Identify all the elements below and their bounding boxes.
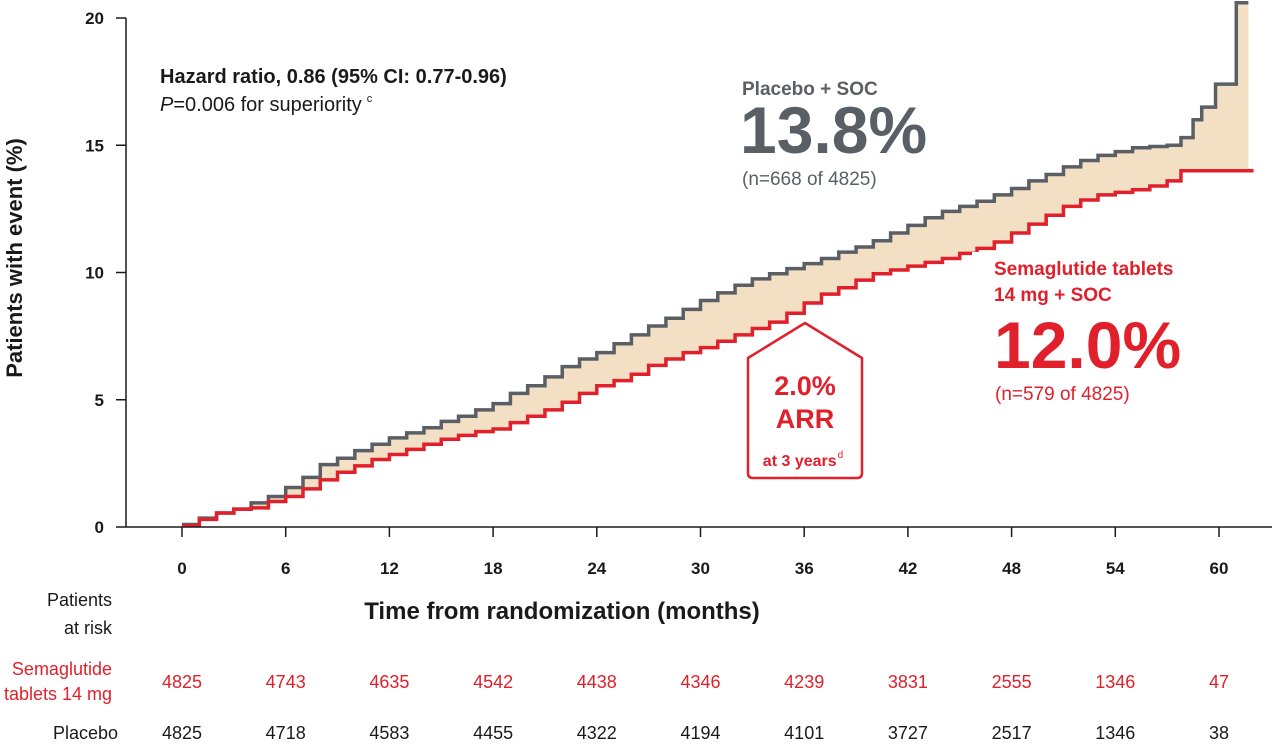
risk-table-placebo-label: Placebo <box>53 723 118 743</box>
risk-sema-value: 3831 <box>888 672 928 692</box>
sema-callout-name-1: Semaglutide tablets <box>994 259 1174 280</box>
placebo-callout-name: Placebo + SOC <box>742 79 878 100</box>
risk-placebo-value: 4455 <box>473 723 513 743</box>
risk-placebo-value: 4825 <box>162 723 202 743</box>
y-tick-label: 10 <box>85 264 104 283</box>
x-tick-label: 18 <box>484 559 503 578</box>
risk-table-header-1: Patients <box>47 590 112 610</box>
risk-row-placebo: 4825 4718 4583 4455 4322 4194 4101 3727 2517 1346… <box>162 723 1229 743</box>
x-tick-label: 12 <box>380 559 399 578</box>
risk-sema-value: 4438 <box>577 672 617 692</box>
sema-callout-percent: 12.0% <box>994 308 1181 382</box>
risk-sema-value: 4825 <box>162 672 202 692</box>
risk-table-sema-label-1: Semaglutide <box>12 659 112 679</box>
y-tick-label: 15 <box>85 136 104 155</box>
x-tick-label: 60 <box>1210 559 1229 578</box>
x-tick-label: 0 <box>177 559 186 578</box>
semaglutide-curve <box>182 168 1254 528</box>
x-axis-label: Time from randomization (months) <box>364 598 760 625</box>
placebo-callout-n: (n=668 of 4825) <box>742 169 877 190</box>
y-axis-label: Patients with event (%) <box>2 138 27 378</box>
x-tick-label: 30 <box>691 559 710 578</box>
placebo-callout-percent: 13.8% <box>740 93 927 167</box>
arr-sub: at 3 yearsd <box>763 450 843 470</box>
risk-sema-value: 2555 <box>992 672 1032 692</box>
sema-callout-n: (n=579 of 4825) <box>995 384 1130 405</box>
x-tick-label: 54 <box>1106 559 1125 578</box>
risk-table-header-2: at risk <box>64 618 113 638</box>
placebo-curve <box>182 0 1249 527</box>
p-value-text: P=0.006 for superiority c <box>160 93 373 116</box>
risk-placebo-value: 4194 <box>680 723 720 743</box>
risk-sema-value: 47 <box>1209 672 1229 692</box>
risk-placebo-value: 4718 <box>266 723 306 743</box>
x-ticks: 0 6 12 18 24 30 36 42 48 54 60 <box>177 527 1228 578</box>
risk-sema-value: 4542 <box>473 672 513 692</box>
y-tick-label: 5 <box>95 391 104 410</box>
risk-sema-value: 4743 <box>266 672 306 692</box>
risk-placebo-value: 1346 <box>1095 723 1135 743</box>
hazard-ratio-text: Hazard ratio, 0.86 (95% CI: 0.77-0.96) <box>160 66 507 88</box>
placebo-callout-bg <box>722 70 957 200</box>
arr-percent: 2.0% <box>774 371 836 401</box>
risk-sema-value: 1346 <box>1095 672 1135 692</box>
risk-placebo-value: 4322 <box>577 723 617 743</box>
risk-sema-value: 4346 <box>680 672 720 692</box>
x-tick-label: 6 <box>281 559 290 578</box>
y-tick-label: 20 <box>85 9 104 28</box>
risk-placebo-value: 38 <box>1209 723 1229 743</box>
sema-callout-bg <box>972 252 1222 412</box>
risk-placebo-value: 3727 <box>888 723 928 743</box>
risk-table-sema-label-2: tablets 14 mg <box>4 684 112 704</box>
arr-label: ARR <box>776 404 835 434</box>
risk-sema-value: 4239 <box>784 672 824 692</box>
risk-row-semaglutide: 4825 4743 4635 4542 4438 4346 4239 3831 2555 1346… <box>162 672 1229 692</box>
x-tick-label: 24 <box>587 559 606 578</box>
x-tick-label: 48 <box>1002 559 1021 578</box>
x-tick-label: 42 <box>898 559 917 578</box>
arr-badge-outline <box>746 321 864 480</box>
y-ticks: 0 5 10 15 20 <box>85 9 126 537</box>
risk-placebo-value: 2517 <box>992 723 1032 743</box>
risk-placebo-value: 4101 <box>784 723 824 743</box>
y-tick-label: 0 <box>95 518 104 537</box>
x-tick-label: 36 <box>795 559 814 578</box>
sema-callout-name-2: 14 mg + SOC <box>994 285 1112 306</box>
risk-placebo-value: 4583 <box>369 723 409 743</box>
risk-sema-value: 4635 <box>369 672 409 692</box>
